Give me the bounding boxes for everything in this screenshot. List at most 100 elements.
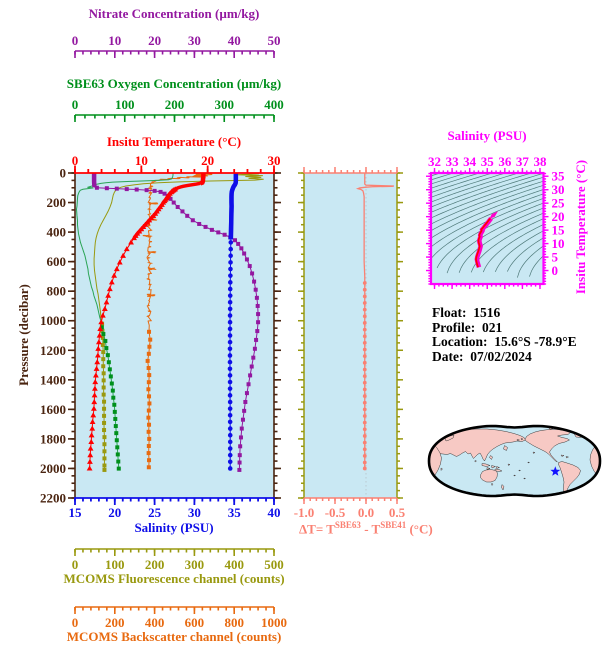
triangle-marker (94, 359, 101, 365)
square-marker (102, 463, 107, 468)
square-marker (107, 367, 112, 372)
square-marker (102, 449, 107, 454)
ts-surface-cluster (489, 211, 498, 219)
square-marker (185, 213, 190, 218)
markers (145, 329, 153, 470)
ts-temperature-tick-label: 5 (552, 250, 559, 265)
circle-marker (227, 386, 233, 391)
square-marker (146, 351, 151, 356)
circle-marker (362, 321, 367, 325)
pressure-tick-label: 200 (47, 195, 67, 210)
circle-marker (362, 400, 367, 405)
square-marker (239, 426, 244, 431)
isopycnal-contour-line (431, 173, 454, 181)
isopycnal-contour-line (458, 212, 544, 273)
delta-t-tick-label: 0.0 (358, 505, 374, 520)
circle-marker (362, 334, 367, 339)
map-land (429, 427, 600, 496)
triangle-marker (111, 272, 118, 278)
pressure-tick-label: 1600 (40, 402, 66, 417)
fluorescence-axis-title: MCOMS Fluorescence channel (counts) (63, 571, 285, 586)
continent (440, 467, 443, 472)
markers (99, 325, 121, 471)
square-marker (251, 355, 256, 360)
nitrate-scale-bar-tick-label: 0 (72, 33, 79, 48)
continent (481, 463, 491, 467)
square-marker (248, 373, 253, 378)
square-marker (101, 350, 106, 355)
square-marker (115, 452, 120, 457)
circle-marker (227, 319, 233, 325)
salinity-tick-label: 40 (268, 505, 281, 520)
square-marker (108, 374, 113, 379)
pressure-tick-label: 2200 (40, 491, 66, 506)
square-marker (101, 332, 106, 337)
square-marker (180, 209, 185, 214)
square-marker (113, 424, 118, 429)
continent (503, 445, 508, 451)
square-marker (124, 187, 129, 192)
continent (527, 461, 531, 464)
circle-marker (228, 266, 233, 272)
ts-curves (474, 211, 498, 269)
triangle-marker (113, 266, 120, 272)
ts-salinity-tick-label: 37 (516, 154, 530, 169)
square-marker (254, 337, 259, 342)
temperature-axis-title: Insitu Temperature (°C) (106, 134, 242, 149)
triangle-marker (90, 412, 97, 418)
square-marker (146, 415, 151, 420)
square-marker (116, 466, 121, 471)
nitrate-scale-bar-tick-label: 30 (188, 33, 201, 48)
ts-salinity-tick-label: 34 (463, 154, 477, 169)
circle-marker (362, 314, 367, 319)
triangle-marker (92, 379, 99, 385)
pressure-tick-label: 1200 (40, 343, 66, 358)
square-marker (146, 366, 151, 370)
temperature-tick-label: 0 (72, 153, 79, 168)
circle-marker (227, 346, 233, 352)
map-outline (427, 424, 602, 498)
square-marker (102, 399, 107, 404)
square-marker (190, 218, 195, 223)
location-star-icon (550, 466, 561, 476)
delta-t-value-frame (303, 167, 398, 504)
triangle-marker (87, 445, 94, 451)
delta-t-tick-label: -1.0 (294, 505, 315, 520)
square-marker (112, 402, 117, 407)
triangle-marker (94, 352, 101, 358)
ts-temperature-tick-label: 15 (552, 223, 566, 238)
continent (518, 469, 522, 472)
salinity-tick-label: 20 (108, 505, 121, 520)
isopycnal-contour-line (431, 173, 506, 198)
square-marker (148, 337, 153, 342)
circle-marker (227, 393, 233, 398)
square-marker (239, 246, 244, 251)
temperature-tick-label: 20 (201, 153, 214, 168)
square-marker (100, 342, 105, 347)
nitrate-scale-bar-tick-label: 50 (268, 33, 281, 48)
square-marker (237, 467, 242, 472)
circle-marker (227, 299, 233, 305)
nitrate-scale-bar-tick-label: 40 (228, 33, 241, 48)
square-marker (197, 221, 202, 226)
square-marker (99, 325, 104, 330)
salinity-tick-label: 25 (148, 505, 162, 520)
square-marker (102, 435, 107, 440)
square-marker (147, 401, 152, 406)
circle-marker (227, 293, 233, 298)
square-marker (147, 329, 152, 334)
continent (560, 454, 565, 457)
isopycnal-contour-line (436, 202, 544, 269)
circle-marker (362, 374, 367, 379)
square-marker (102, 413, 107, 418)
circle-marker (227, 359, 233, 365)
circle-marker (227, 459, 233, 465)
circle-marker (362, 460, 367, 465)
square-marker (146, 444, 151, 448)
fluorescence-scale-bar-tick-label: 500 (264, 557, 284, 572)
circle-marker (227, 313, 233, 318)
square-marker (147, 436, 152, 441)
salinity-tick-label: 15 (69, 505, 83, 520)
salinity-tick-label: 30 (188, 505, 201, 520)
